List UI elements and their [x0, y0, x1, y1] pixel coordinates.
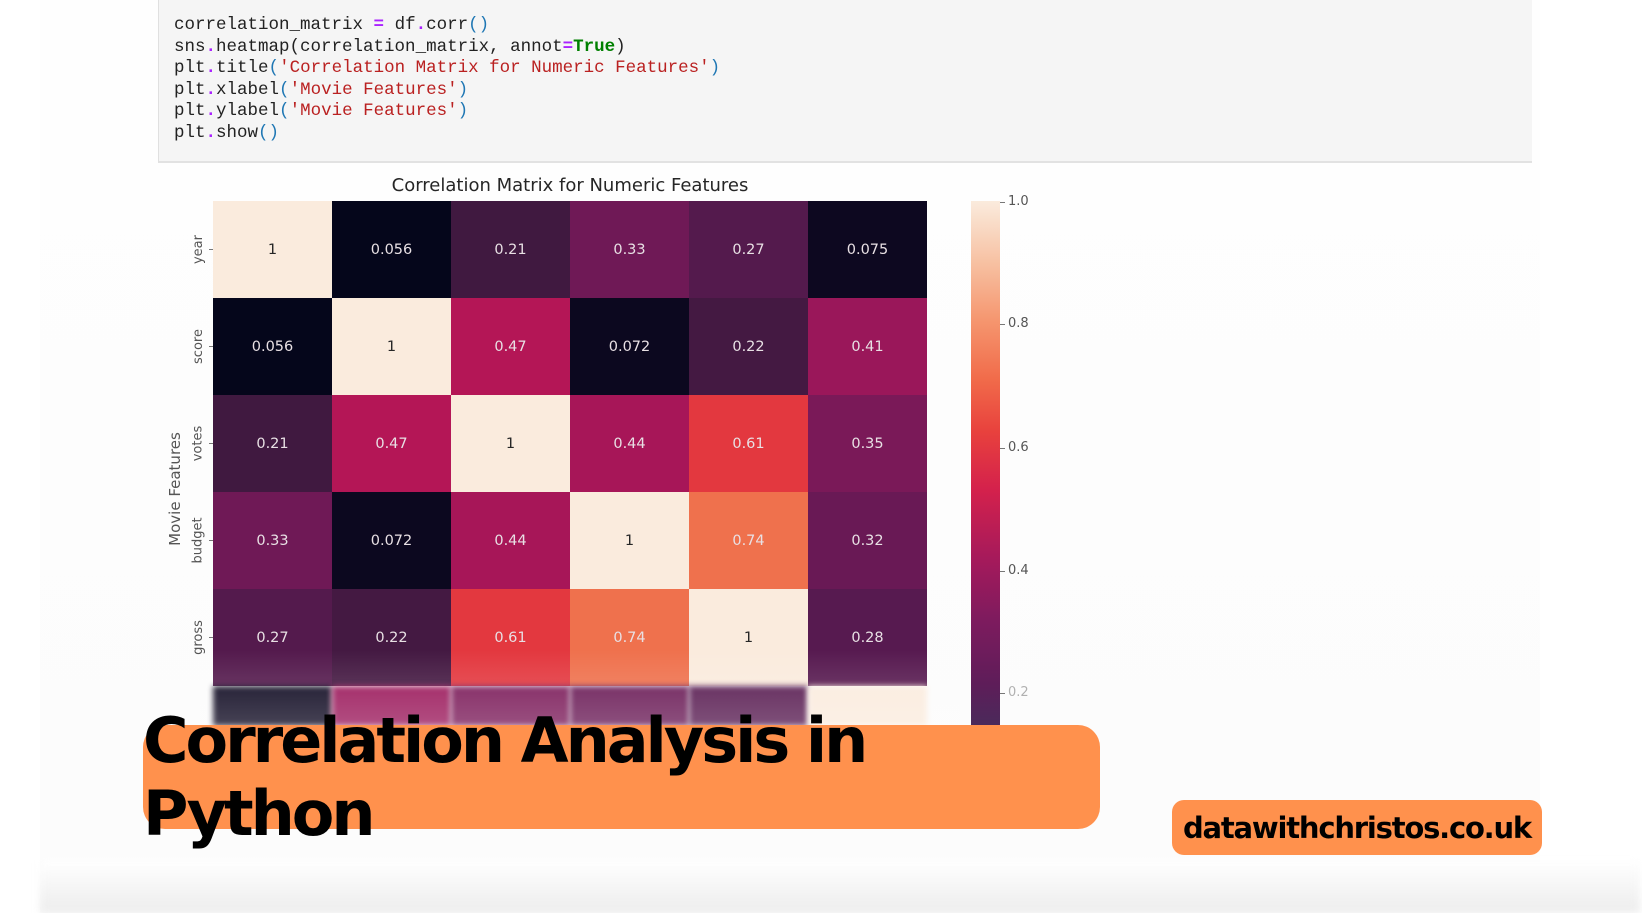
heatmap-cell-partial	[332, 686, 451, 726]
colorbar-tick-mark	[1000, 324, 1005, 325]
heatmap-cell: 0.44	[570, 395, 689, 492]
heatmap-cell: 0.32	[808, 492, 927, 589]
y-tick-mark	[209, 540, 213, 541]
heatmap-cell: 0.47	[451, 298, 570, 395]
heatmap-cell-partial	[570, 686, 689, 726]
heatmap-cell: 0.072	[570, 298, 689, 395]
code-line-1: correlation_matrix = df.corr()	[174, 15, 490, 35]
y-tick-label: gross	[190, 620, 206, 655]
colorbar-tick-mark	[1000, 448, 1005, 449]
y-tick-mark	[209, 443, 213, 444]
bottom-shadow	[40, 860, 1640, 913]
colorbar-tick-label: 0.8	[1008, 316, 1029, 331]
heatmap-cell-partial	[689, 686, 808, 726]
notebook-code-cell[interactable]: correlation_matrix = df.corr() sns.heatm…	[158, 0, 1532, 163]
colorbar-tick-label: 0.2	[1008, 685, 1029, 700]
code-line-4: plt.xlabel('Movie Features')	[174, 79, 469, 100]
heatmap-cell: 0.44	[451, 492, 570, 589]
y-tick-mark	[209, 637, 213, 638]
title-banner: Correlation Analysis in Python	[143, 704, 1100, 850]
heatmap-cell-partial	[808, 686, 927, 726]
colorbar-tick-label: 1.0	[1008, 194, 1029, 209]
heatmap-cell-partial	[213, 686, 332, 726]
colorbar-tick-mark	[1000, 202, 1005, 203]
heatmap-cell: 0.61	[689, 395, 808, 492]
heatmap-cell: 0.35	[808, 395, 927, 492]
heatmap-cell: 0.21	[213, 395, 332, 492]
banner-title: Correlation Analysis in Python	[143, 704, 868, 850]
url-badge[interactable]: datawithchristos.co.uk	[1172, 800, 1542, 855]
heatmap-cell: 1	[451, 395, 570, 492]
colorbar-tick-mark	[1000, 571, 1005, 572]
heatmap-cell-partial	[451, 686, 570, 726]
heatmap-cell: 0.056	[332, 201, 451, 298]
code-line-3: plt.title('Correlation Matrix for Numeri…	[174, 58, 721, 79]
y-tick-mark	[209, 346, 213, 347]
heatmap-cell: 0.27	[213, 589, 332, 686]
colorbar-tick-label: 0.4	[1008, 563, 1029, 578]
code-line-2: sns.heatmap(correlation_matrix, annot=Tr…	[174, 36, 626, 57]
heatmap-cell: 0.072	[332, 492, 451, 589]
heatmap-cell: 0.33	[213, 492, 332, 589]
heatmap-cell: 0.075	[808, 201, 927, 298]
y-axis-label: Movie Features	[166, 432, 185, 546]
heatmap-cell: 0.41	[808, 298, 927, 395]
colorbar-tick-label: 0.6	[1008, 440, 1029, 455]
heatmap-cell: 0.74	[689, 492, 808, 589]
heatmap-cell: 1	[689, 589, 808, 686]
heatmap-cell: 1	[332, 298, 451, 395]
heatmap-cell: 0.22	[332, 589, 451, 686]
heatmap-cell: 1	[213, 201, 332, 298]
code-line-5: plt.ylabel('Movie Features')	[174, 101, 469, 122]
heatmap-cell: 0.27	[689, 201, 808, 298]
y-tick-label: score	[190, 329, 206, 364]
colorbar-tick-mark	[1000, 693, 1005, 694]
heatmap-grid: 1 0.056 0.21 0.33 0.27 0.075 0.056 1 0.47 0.072 0.…	[213, 201, 927, 783]
code-block: correlation_matrix = df.corr() sns.heatm…	[174, 15, 720, 145]
heatmap-cell: 0.22	[689, 298, 808, 395]
heatmap-cell: 0.33	[570, 201, 689, 298]
heatmap-cell: 0.28	[808, 589, 927, 686]
colorbar	[971, 201, 1000, 726]
heatmap-cell: 0.056	[213, 298, 332, 395]
heatmap-cell: 0.21	[451, 201, 570, 298]
heatmap-cell: 0.74	[570, 589, 689, 686]
y-tick-label: votes	[190, 425, 206, 462]
y-tick-label: year	[190, 234, 206, 265]
heatmap-cell: 0.61	[451, 589, 570, 686]
code-line-6: plt.show()	[174, 122, 280, 143]
y-tick-mark	[209, 249, 213, 250]
heatmap-cell: 1	[570, 492, 689, 589]
url-text: datawithchristos.co.uk	[1182, 810, 1532, 845]
heatmap-cell: 0.47	[332, 395, 451, 492]
y-tick-label: budget	[190, 517, 206, 564]
chart-title: Correlation Matrix for Numeric Features	[391, 175, 749, 196]
